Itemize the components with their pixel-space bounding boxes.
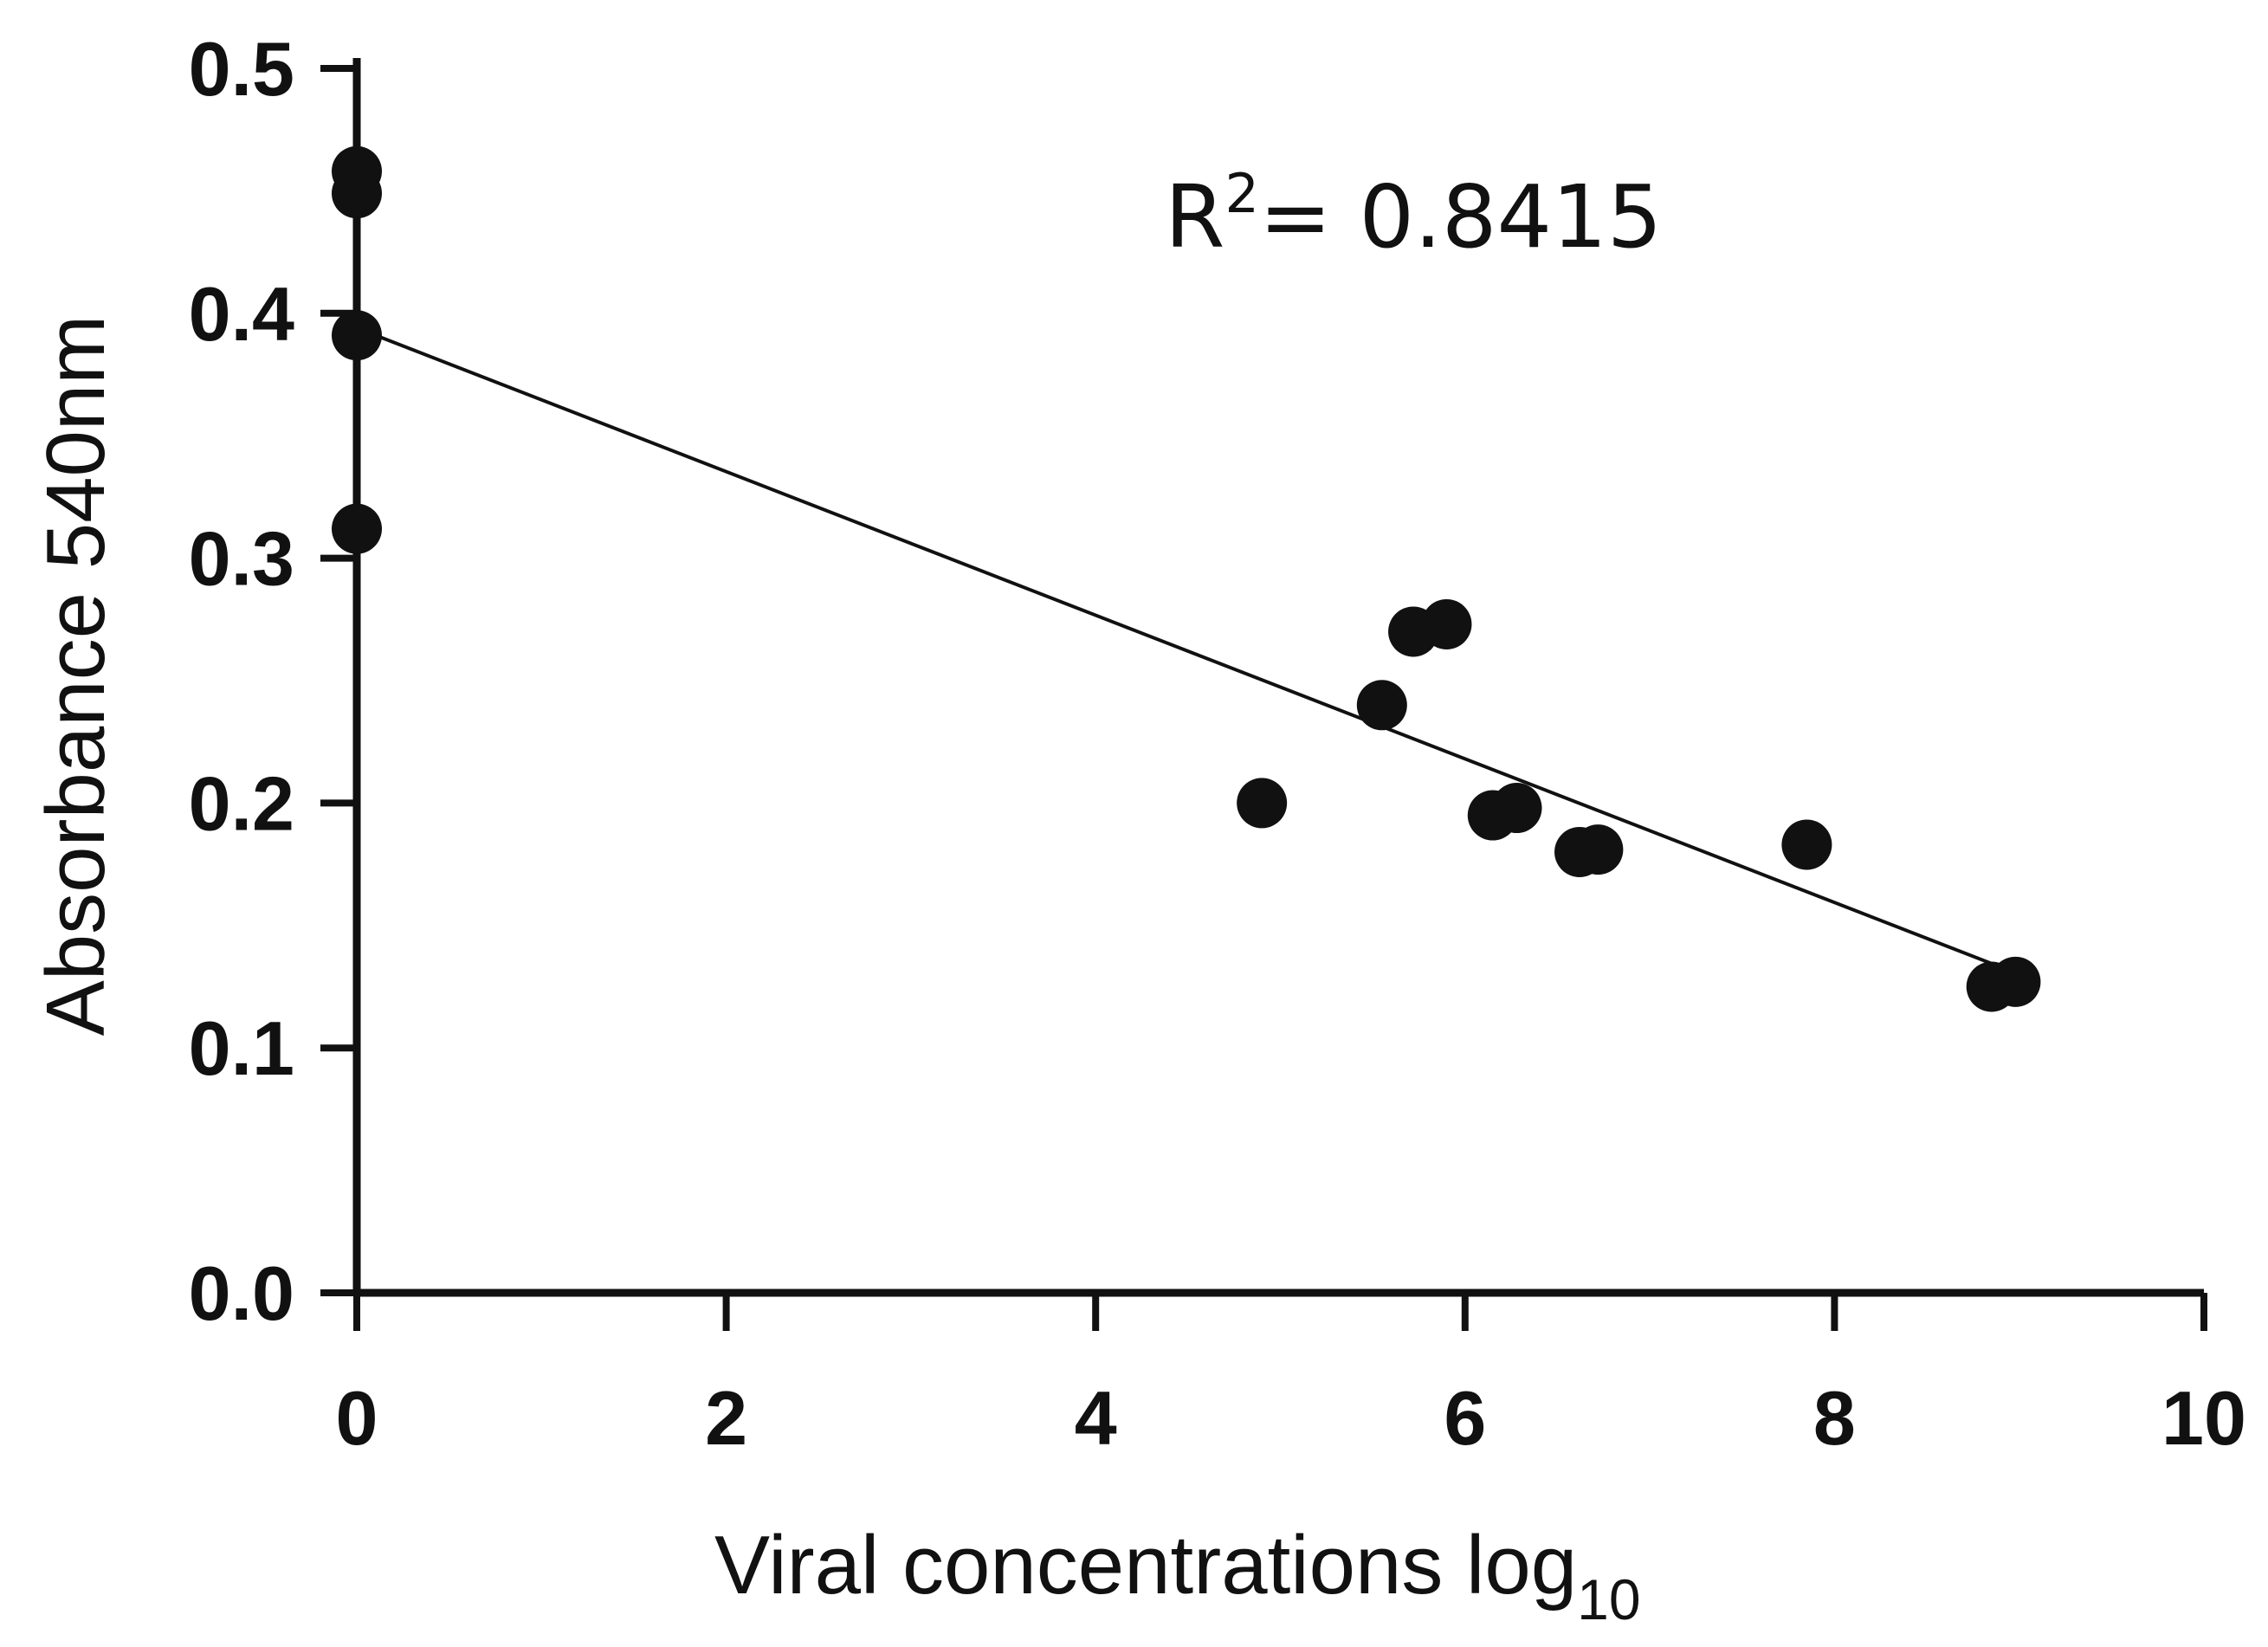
x-tick-label: 8 bbox=[1813, 1375, 1856, 1461]
x-tick-label: 0 bbox=[336, 1375, 378, 1461]
y-tick-label: 0.5 bbox=[189, 26, 294, 112]
x-tick-label: 4 bbox=[1075, 1375, 1117, 1461]
data-point bbox=[332, 310, 382, 361]
y-tick-label: 0.1 bbox=[189, 1005, 294, 1091]
x-tick-label: 10 bbox=[2161, 1375, 2246, 1461]
regression-line bbox=[356, 326, 2002, 969]
data-point bbox=[332, 503, 382, 554]
plot-area: 0.0 0.1 0.2 0.3 0.4 0.5 0 2 4 6 8 10 bbox=[189, 26, 2246, 1461]
y-tick-label: 0.4 bbox=[189, 271, 294, 357]
x-axis-ticks: 0 2 4 6 8 10 bbox=[336, 1293, 2246, 1461]
data-point bbox=[1491, 783, 1542, 834]
data-point bbox=[332, 168, 382, 219]
data-point bbox=[1573, 824, 1624, 875]
r-squared-prefix: R bbox=[1165, 166, 1224, 268]
data-point bbox=[1356, 680, 1407, 731]
r-squared-value: = 0.8415 bbox=[1259, 166, 1662, 268]
data-point bbox=[1237, 778, 1288, 829]
y-tick-label: 0.0 bbox=[189, 1250, 294, 1336]
data-points bbox=[332, 145, 2041, 1012]
data-point bbox=[1990, 956, 2041, 1007]
data-point bbox=[1781, 819, 1832, 870]
x-axis-title-subscript: 10 bbox=[1577, 1567, 1640, 1631]
x-axis-title-text: Viral concentrations log bbox=[714, 1519, 1577, 1611]
y-tick-label: 0.2 bbox=[189, 760, 294, 846]
x-axis-title: Viral concentrations log10 bbox=[714, 1519, 1641, 1631]
x-tick-label: 2 bbox=[705, 1375, 747, 1461]
x-tick-label: 6 bbox=[1444, 1375, 1486, 1461]
r-squared-annotation: R2= 0.8415 bbox=[1165, 162, 1662, 268]
y-axis-title: Absorbance 540nm bbox=[29, 315, 122, 1037]
data-point bbox=[1421, 598, 1472, 649]
r-squared-superscript: 2 bbox=[1224, 162, 1258, 225]
y-axis-ticks: 0.0 0.1 0.2 0.3 0.4 0.5 bbox=[189, 26, 357, 1336]
y-tick-label: 0.3 bbox=[189, 516, 294, 602]
